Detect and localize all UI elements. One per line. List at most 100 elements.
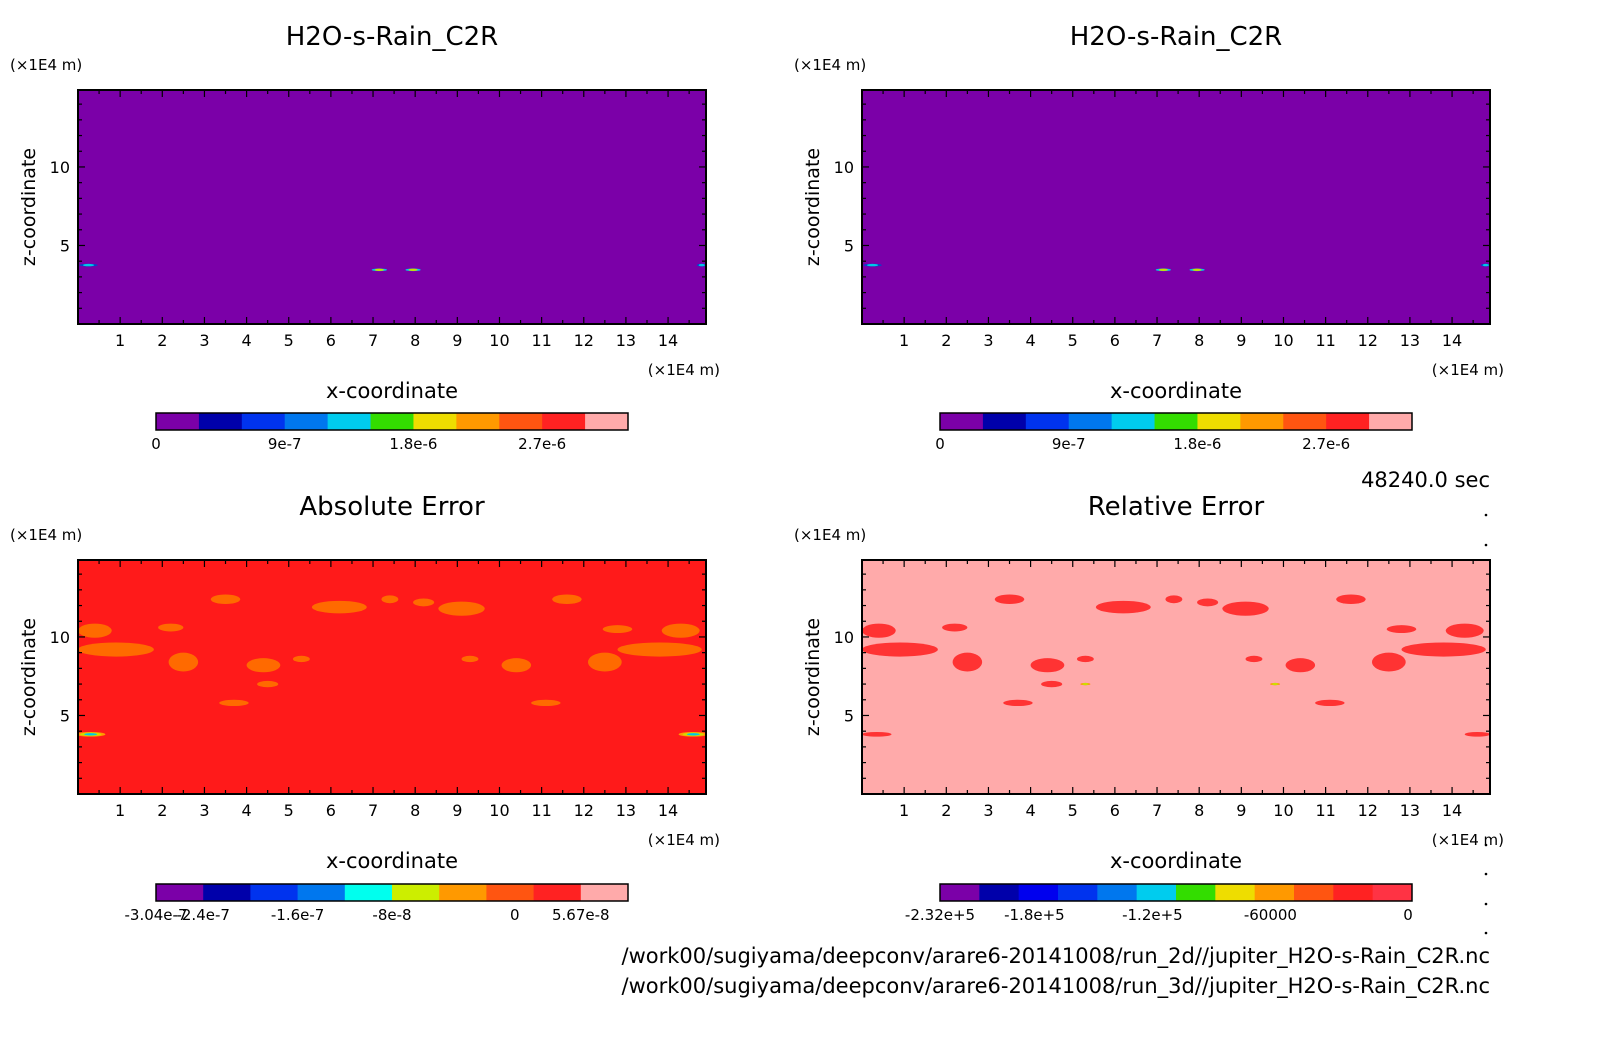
contour-regions — [78, 594, 706, 737]
y-unit-label: (×1E4 m) — [10, 526, 82, 544]
x-tick-label: 2 — [941, 801, 951, 820]
colorbar-segment — [580, 884, 629, 901]
colorbar-segment — [203, 884, 251, 901]
y-unit-label: (×1E4 m) — [794, 56, 866, 74]
contour-region — [602, 625, 633, 634]
x-tick-label: 8 — [410, 801, 420, 820]
colorbar-segment — [533, 884, 582, 901]
x-tick-label: 10 — [489, 801, 509, 820]
colorbar-segment — [1326, 413, 1370, 430]
contour-region — [168, 652, 199, 672]
colorbar-segment — [413, 413, 457, 430]
x-tick-label: 5 — [284, 801, 294, 820]
contour-region — [413, 598, 435, 607]
x-tick-label: 14 — [1442, 331, 1462, 350]
file-path-2: /work00/sugiyama/deepconv/arare6-2014100… — [622, 974, 1490, 999]
colorbar-segment — [1333, 884, 1374, 901]
colorbar-label: 1.8e-6 — [389, 435, 437, 453]
colorbar-segment — [1372, 884, 1413, 901]
colorbar-label: 2.7e-6 — [1302, 435, 1350, 453]
x-tick-label: 4 — [1025, 801, 1035, 820]
margin-dots — [1484, 513, 1488, 935]
colorbar-segment — [1136, 884, 1177, 901]
contour-region — [587, 652, 622, 672]
y-tick-label: 5 — [844, 706, 854, 725]
x-axis-label: x-coordinate — [1110, 379, 1242, 403]
contour-region — [1445, 623, 1484, 638]
y-tick-label: 10 — [50, 158, 70, 177]
colorbar-segment — [1097, 884, 1138, 901]
colorbar-label: -1.8e+5 — [1004, 906, 1065, 924]
x-tick-label: 12 — [1358, 801, 1378, 820]
colorbar-label: -1.2e+5 — [1122, 906, 1183, 924]
colorbar-frame — [939, 883, 1413, 902]
colorbar-label: -8e-8 — [372, 906, 411, 924]
x-tick-label: 3 — [199, 331, 209, 350]
contour-region — [158, 623, 184, 632]
y-tick-label: 10 — [834, 628, 854, 647]
file-path-1: /work00/sugiyama/deepconv/arare6-2014100… — [622, 944, 1490, 969]
contour-region — [374, 268, 384, 272]
colorbar-segment — [284, 413, 329, 430]
x-tick-label: 9 — [452, 801, 462, 820]
x-tick-label: 13 — [616, 331, 636, 350]
contour-region — [952, 652, 983, 672]
x-tick-label: 9 — [1236, 801, 1246, 820]
x-tick-label: 8 — [1194, 801, 1204, 820]
contour-region — [617, 642, 702, 657]
panel-title: Relative Error — [1088, 492, 1265, 522]
colorbar-frame — [939, 412, 1413, 431]
colorbar: 0 9e-7 1.8e-6 2.7e-6 — [935, 412, 1413, 453]
y-unit-label: (×1E4 m) — [10, 56, 82, 74]
contour-region — [1095, 600, 1151, 614]
contour-region — [461, 655, 479, 663]
contour-region — [381, 595, 399, 604]
contour-region — [942, 623, 968, 632]
colorbar-segment — [940, 884, 980, 901]
contour-region — [1158, 268, 1168, 272]
colorbar-label: 5.67e-8 — [552, 906, 610, 924]
contour-region — [210, 594, 241, 604]
y-tick-label: 5 — [60, 706, 70, 725]
contour-region — [687, 733, 700, 736]
x-tick-label: 8 — [410, 331, 420, 350]
contour-region — [1371, 652, 1406, 672]
colorbar-label: 0 — [151, 435, 161, 453]
x-tick-label: 6 — [326, 331, 336, 350]
x-tick-label: 4 — [1025, 331, 1035, 350]
x-tick-label: 11 — [531, 331, 551, 350]
panel-title: Absolute Error — [299, 492, 485, 522]
x-tick-label: 14 — [658, 801, 678, 820]
colorbar-label: -2.4e-7 — [176, 906, 229, 924]
colorbar-segment — [198, 413, 243, 430]
contour-region — [1030, 658, 1065, 673]
colorbar-segment — [370, 413, 414, 430]
colorbar-segment — [486, 884, 535, 901]
contour-region — [78, 642, 154, 657]
x-tick-label: 9 — [452, 331, 462, 350]
x-tick-label: 9 — [1236, 331, 1246, 350]
colorbar-segment — [1154, 413, 1198, 430]
x-unit-label: (×1E4 m) — [1432, 831, 1504, 849]
colorbar-label: 9e-7 — [1052, 435, 1086, 453]
colorbar-segment — [1254, 884, 1295, 901]
colorbar-segment — [1025, 413, 1070, 430]
contour-region — [698, 263, 705, 267]
panel-title: H2O-s-Rain_C2R — [1070, 22, 1282, 52]
time-label: 48240.0 sec — [1361, 468, 1490, 492]
y-unit-label: (×1E4 m) — [794, 526, 866, 544]
y-axis-label: z-coordinate — [802, 618, 824, 736]
field-background — [78, 90, 706, 324]
x-tick-label: 13 — [1400, 331, 1420, 350]
colorbar-segment — [979, 884, 1020, 901]
colorbar-segment — [392, 884, 440, 901]
contour-region — [1192, 268, 1202, 272]
contour-region — [531, 699, 561, 707]
contour-region — [1386, 625, 1417, 634]
colorbar-segment — [156, 413, 200, 430]
contour-regions — [862, 594, 1490, 737]
x-tick-label: 12 — [574, 801, 594, 820]
contour-region — [1222, 601, 1269, 616]
